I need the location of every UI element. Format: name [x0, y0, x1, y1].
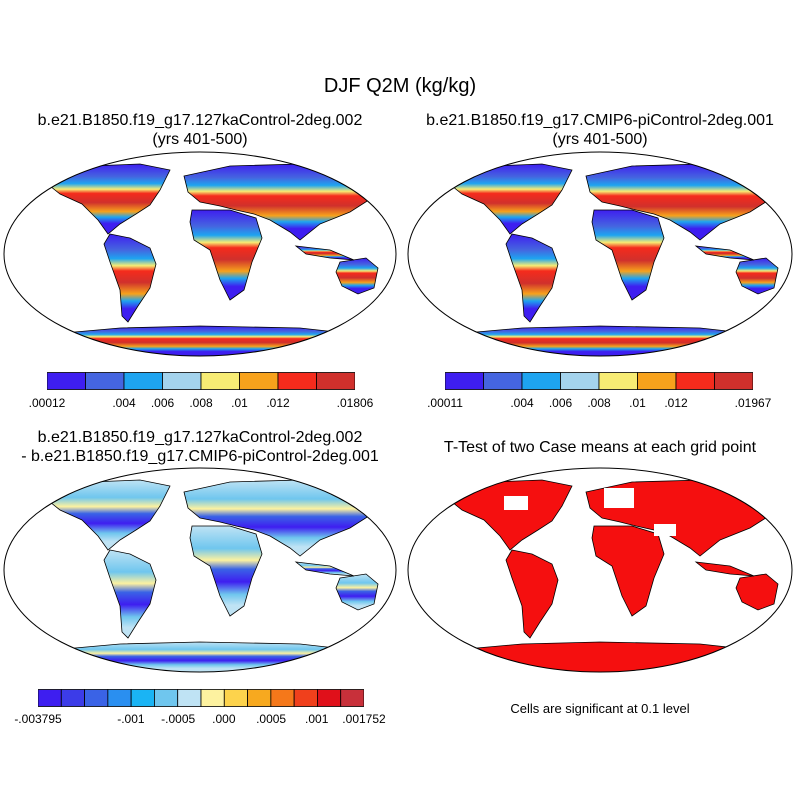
colorbar-c-swatch-7 — [200, 689, 225, 707]
colorbar-a-swatch-0 — [47, 372, 86, 390]
colorbar-b-swatch-5 — [637, 372, 677, 390]
colorbar-c-swatch-2 — [84, 689, 109, 707]
colorbar-c-swatch-12 — [317, 689, 342, 707]
colorbar-c-swatch-4 — [130, 689, 155, 707]
colorbar-c-swatch-6 — [177, 689, 202, 707]
colorbar-c — [38, 689, 364, 707]
colorbar-b-swatch-6 — [675, 372, 715, 390]
colorbar-b — [445, 372, 753, 390]
colorbar-c-swatch-0 — [38, 689, 62, 707]
colorbar-b-label-4: .01 — [629, 396, 646, 410]
colorbar-c-swatch-1 — [60, 689, 85, 707]
land-c — [19, 479, 381, 672]
colorbar-b-swatch-1 — [483, 372, 523, 390]
colorbar-a-label-2: .006 — [150, 396, 175, 410]
colorbar-a-swatch-5 — [239, 372, 279, 390]
map-panel-b — [407, 151, 793, 357]
map-panel-c — [3, 467, 397, 673]
panel-d-title: T-Test of two Case means at each grid po… — [443, 439, 757, 456]
colorbar-a-label-5: .012 — [266, 396, 290, 410]
colorbar-a-label-6: .01806 — [336, 396, 374, 410]
colorbar-b-label-6: .01967 — [734, 396, 772, 410]
panel-c-subtitle: - b.e21.B1850.f19_g17.CMIP6-piControl-2d… — [21, 448, 379, 465]
colorbar-c-label-2: -.0005 — [161, 712, 196, 726]
colorbar-c-swatch-13 — [340, 689, 364, 707]
map-panel-a — [3, 151, 397, 357]
colorbar-c-swatch-10 — [270, 689, 295, 707]
colorbar-a-label-1: .004 — [112, 396, 136, 410]
colorbar-a-label-3: .008 — [189, 396, 213, 410]
colorbar-b-label-1: .004 — [510, 396, 534, 410]
colorbar-c-swatch-5 — [154, 689, 179, 707]
colorbar-b-label-3: .008 — [587, 396, 611, 410]
non-significant-areas — [474, 488, 676, 562]
colorbar-b-swatch-4 — [598, 372, 638, 390]
colorbar-a-swatch-4 — [200, 372, 240, 390]
colorbar-a-swatch-7 — [316, 372, 355, 390]
figure-title: DJF Q2M (kg/kg) — [323, 75, 477, 97]
colorbar-c-label-4: .0005 — [256, 712, 287, 726]
panel-a-title: b.e21.B1850.f19_g17.127kaControl-2deg.00… — [37, 112, 363, 129]
colorbar-a-swatch-1 — [85, 372, 125, 390]
panel-a-subtitle: (yrs 401-500) — [152, 131, 248, 148]
colorbar-c-swatch-3 — [107, 689, 132, 707]
colorbar-b-label-2: .006 — [548, 396, 573, 410]
colorbar-c-swatch-8 — [223, 689, 248, 707]
colorbar-a-swatch-2 — [123, 372, 163, 390]
panel-b-title: b.e21.B1850.f19_g17.CMIP6-piControl-2deg… — [426, 112, 774, 129]
significance-note: Cells are significant at 0.1 level — [510, 701, 690, 716]
colorbar-b-labels: .00011 .004 .006 .008 .01 .012 .01967 — [427, 396, 771, 412]
colorbar-c-label-3: .000 — [212, 712, 236, 726]
colorbar-b-swatch-0 — [445, 372, 484, 390]
colorbar-c-label-6: .001752 — [342, 712, 386, 726]
map-panel-d — [407, 467, 793, 673]
panel-b-subtitle: (yrs 401-500) — [552, 131, 648, 148]
colorbar-b-swatch-3 — [560, 372, 600, 390]
colorbar-a-swatch-6 — [277, 372, 317, 390]
colorbar-a-labels: .00012 .004 .006 .008 .01 .012 .01806 — [29, 396, 374, 412]
colorbar-b-label-5: .012 — [664, 396, 688, 410]
panel-c-title: b.e21.B1850.f19_g17.127kaControl-2deg.00… — [37, 429, 363, 446]
colorbar-b-swatch-7 — [714, 372, 753, 390]
colorbar-a — [47, 372, 355, 390]
colorbar-c-swatch-9 — [247, 689, 272, 707]
colorbar-a-label-4: .01 — [231, 396, 248, 410]
colorbar-a-swatch-3 — [162, 372, 202, 390]
colorbar-c-label-0: -.003795 — [14, 712, 62, 726]
colorbar-c-label-1: -.001 — [117, 712, 145, 726]
colorbar-b-swatch-2 — [521, 372, 561, 390]
land-b — [421, 163, 781, 356]
colorbar-c-label-5: .001 — [305, 712, 329, 726]
colorbar-c-swatch-11 — [293, 689, 318, 707]
colorbar-b-label-0: .00011 — [427, 396, 463, 410]
colorbar-a-label-0: .00012 — [28, 396, 66, 410]
colorbar-c-labels: -.003795 -.001 -.0005 .000 .0005 .001 .001752 — [14, 712, 385, 728]
